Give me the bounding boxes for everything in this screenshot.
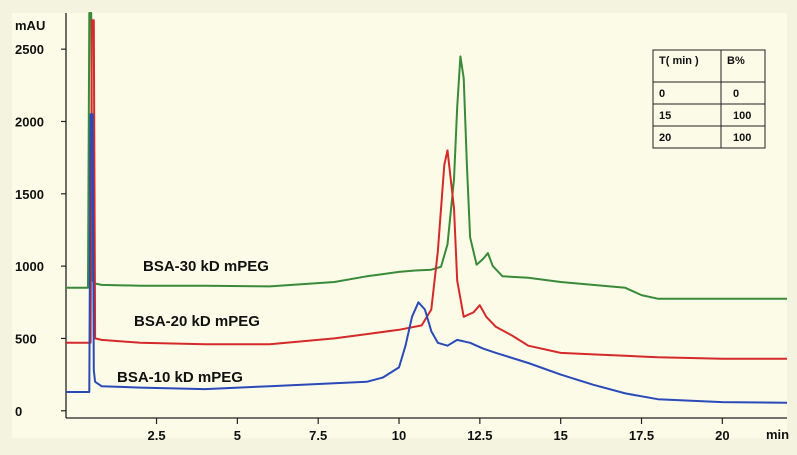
x-tick-group: 2.5 5 7.5 10 12.5 15 17.5 20 — [147, 418, 730, 443]
table-cell: 100 — [733, 110, 751, 122]
axes: mAU min — [15, 13, 789, 442]
gradient-table: T( min ) B% 0 0 15 100 20 100 — [652, 49, 766, 149]
series-label-bsa-20: BSA-20 kD mPEG — [134, 313, 260, 330]
table-cell: 15 — [659, 110, 671, 122]
series-labels: BSA-30 kD mPEG BSA-20 kD mPEG BSA-10 kD … — [117, 258, 269, 386]
series-line-bsa-30 — [66, 12, 787, 300]
series-label-bsa-10: BSA-10 kD mPEG — [117, 369, 243, 386]
x-tick-label: 20 — [715, 428, 729, 443]
x-tick-label: 7.5 — [309, 428, 327, 443]
table-cell: 20 — [659, 132, 671, 144]
table-cell: 0 — [659, 88, 665, 100]
series-lines — [66, 12, 788, 404]
x-tick-label: 17.5 — [629, 428, 654, 443]
series-label-bsa-30: BSA-30 kD mPEG — [143, 258, 269, 275]
y-tick-label: 0 — [15, 404, 22, 419]
x-tick-label: 15 — [553, 428, 567, 443]
table-header-b-percent: B% — [727, 55, 745, 67]
x-tick-label: 2.5 — [147, 428, 165, 443]
x-tick-label: 12.5 — [467, 428, 492, 443]
y-axis-unit-label: mAU — [15, 18, 45, 33]
series-line-bsa-20 — [66, 19, 787, 360]
series-line-bsa-10 — [66, 113, 788, 404]
table-cell: 100 — [733, 132, 751, 144]
y-tick-group: 0 500 1000 1500 2000 2500 — [15, 42, 66, 419]
table-cell: 0 — [733, 88, 739, 100]
y-tick-label: 1500 — [15, 187, 44, 202]
table-frame — [652, 49, 766, 149]
x-axis-unit-label: min — [766, 427, 789, 442]
y-tick-label: 1000 — [15, 259, 44, 274]
x-tick-label: 5 — [234, 428, 241, 443]
y-tick-label: 500 — [15, 331, 37, 346]
y-tick-label: 2000 — [15, 114, 44, 129]
x-tick-label: 10 — [392, 428, 406, 443]
table-header-time: T( min ) — [659, 55, 699, 67]
y-tick-label: 2500 — [15, 42, 44, 57]
